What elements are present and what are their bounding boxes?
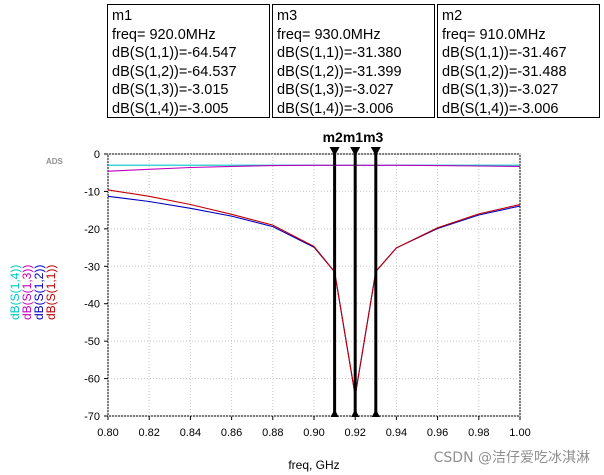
marker-value: dB(S(1,3))=-3.015 — [112, 82, 229, 99]
marker-value: dB(S(1,1))=-31.380 — [277, 45, 402, 62]
marker-freq: freq= 930.0MHz — [277, 26, 381, 43]
marker-value: dB(S(1,4))=-3.005 — [112, 100, 229, 117]
x-tick-label: 0.98 — [468, 427, 489, 439]
legend-entry: dB(S(1,4)) — [8, 265, 22, 320]
ads-label: ADS — [46, 157, 64, 166]
plot-frame — [107, 153, 521, 417]
y-tick-label: -10 — [84, 186, 100, 198]
marker-value: dB(S(1,4))=-3.006 — [442, 100, 559, 117]
marker-freq: freq= 910.0MHz — [442, 26, 546, 43]
marker-label-m2: m2 — [323, 129, 343, 145]
marker-value: dB(S(1,1))=-64.547 — [112, 45, 237, 62]
x-tick-label: 0.88 — [262, 427, 283, 439]
marker-triangle-bottom — [371, 409, 380, 417]
x-axis-label: freq, GHz — [288, 458, 339, 472]
marker-value: dB(S(1,3))=-3.027 — [277, 82, 394, 99]
marker-value: dB(S(1,2))=-31.488 — [442, 63, 567, 80]
marker-name: m1 — [112, 8, 133, 24]
marker-name: m3 — [277, 8, 298, 24]
marker-value: dB(S(1,2))=-64.537 — [112, 63, 237, 80]
marker-labels: m2m1m3 — [323, 129, 384, 145]
marker-value: dB(S(1,2))=-31.399 — [277, 63, 402, 80]
y-tick-label: -20 — [84, 224, 100, 236]
marker-value: dB(S(1,1))=-31.467 — [442, 45, 567, 62]
y-tick-label: -40 — [84, 299, 100, 311]
y-tick-label: -60 — [84, 374, 100, 386]
legend-entry: dB(S(1,2)) — [32, 265, 46, 320]
x-tick-label: 0.80 — [97, 427, 118, 439]
marker-value: dB(S(1,3))=-3.027 — [442, 82, 559, 99]
marker-triangle-bottom — [351, 409, 360, 417]
marker-box-m2: m2 freq= 910.0MHz dB(S(1,1))=-31.467 dB(… — [437, 4, 600, 118]
legend-entry: dB(S(1,3)) — [20, 265, 34, 320]
x-tick-label: 1.00 — [509, 427, 530, 439]
x-tick-label: 0.96 — [427, 427, 448, 439]
watermark: CSDN @洁仔爱吃冰淇淋 — [433, 450, 590, 466]
legend-entry: dB(S(1,1)) — [44, 265, 58, 320]
x-tick-label: 0.94 — [386, 427, 407, 439]
marker-box-m1: m1 freq= 920.0MHz dB(S(1,1))=-64.547 dB(… — [107, 4, 270, 118]
x-tick-label: 0.82 — [138, 427, 159, 439]
marker-box-m3: m3 freq= 930.0MHz dB(S(1,1))=-31.380 dB(… — [272, 4, 435, 118]
x-tick-label: 0.86 — [221, 427, 242, 439]
x-tick-label: 0.84 — [180, 427, 201, 439]
marker-freq: freq= 920.0MHz — [112, 26, 216, 43]
y-tick-label: 0 — [94, 149, 100, 161]
y-tick-label: -50 — [84, 336, 100, 348]
marker-triangle-bottom — [330, 409, 339, 417]
y-tick-label: -30 — [84, 261, 100, 273]
y-tick-label: -70 — [84, 411, 100, 423]
x-tick-label: 0.90 — [303, 427, 324, 439]
marker-triangle-top — [370, 147, 381, 156]
x-tick-label: 0.92 — [344, 427, 365, 439]
marker-triangle-top — [329, 147, 340, 156]
marker-value: dB(S(1,4))=-3.006 — [277, 100, 394, 117]
marker-label-m3: m3 — [363, 129, 383, 145]
marker-name: m2 — [442, 8, 463, 24]
marker-triangle-top — [350, 147, 361, 156]
marker-label-m1: m1 — [343, 129, 363, 145]
